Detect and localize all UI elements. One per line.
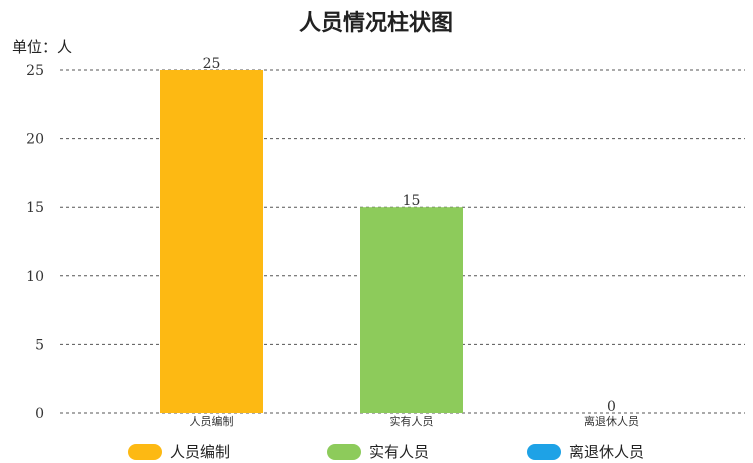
data-label-3: 0 bbox=[607, 399, 616, 415]
bar-2 bbox=[360, 207, 463, 413]
category-label-3: 离退休人员 bbox=[584, 414, 639, 428]
legend-label-1: 人员编制 bbox=[170, 443, 230, 461]
legend: 人员编制 实有人员 离退休人员 bbox=[128, 443, 644, 461]
legend-label-3: 离退休人员 bbox=[569, 443, 644, 461]
legend-item-2: 实有人员 bbox=[327, 443, 429, 461]
y-tick-label-0: 0 bbox=[35, 406, 44, 422]
bar-1 bbox=[160, 70, 263, 413]
data-label-2: 15 bbox=[403, 193, 421, 209]
x-axis-categories: 人员编制 实有人员 离退休人员 bbox=[190, 414, 640, 428]
category-label-2: 实有人员 bbox=[390, 414, 434, 428]
bars bbox=[160, 70, 463, 413]
y-tick-label-15: 15 bbox=[26, 200, 44, 216]
chart-title: 人员情况柱状图 bbox=[299, 10, 453, 36]
legend-swatch-2 bbox=[327, 444, 361, 460]
data-labels: 25 15 0 bbox=[203, 56, 616, 415]
unit-label: 单位：人 bbox=[12, 38, 72, 56]
legend-swatch-3 bbox=[527, 444, 561, 460]
y-tick-label-20: 20 bbox=[26, 132, 44, 148]
y-axis-ticks: 0 5 10 15 20 25 bbox=[26, 63, 44, 422]
y-tick-label-5: 5 bbox=[35, 337, 44, 353]
legend-item-3: 离退休人员 bbox=[527, 443, 644, 461]
data-label-1: 25 bbox=[203, 56, 221, 72]
legend-label-2: 实有人员 bbox=[369, 443, 429, 461]
category-label-1: 人员编制 bbox=[190, 414, 234, 428]
legend-item-1: 人员编制 bbox=[128, 443, 230, 461]
y-tick-label-10: 10 bbox=[26, 269, 44, 285]
legend-swatch-1 bbox=[128, 444, 162, 460]
y-tick-label-25: 25 bbox=[26, 63, 44, 79]
